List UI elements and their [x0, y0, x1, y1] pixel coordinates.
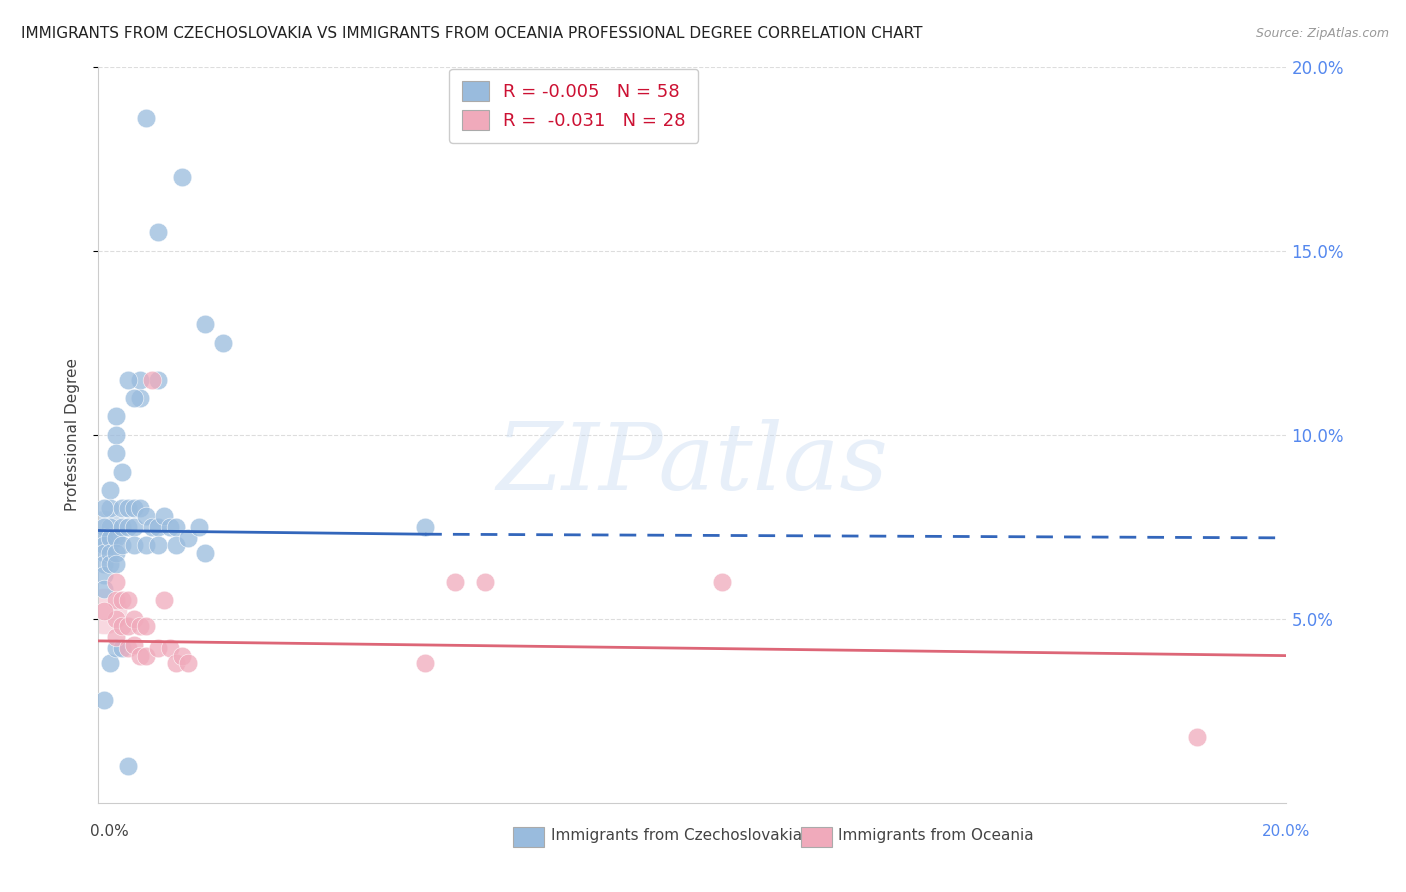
Point — [135, 538, 157, 552]
Point — [93, 501, 115, 516]
Point — [98, 483, 121, 497]
Point — [122, 638, 145, 652]
Point — [117, 501, 139, 516]
Point — [105, 446, 128, 460]
Point — [105, 409, 128, 424]
Point — [111, 593, 134, 607]
Text: 20.0%: 20.0% — [1263, 824, 1310, 838]
Point — [93, 538, 115, 552]
Text: Immigrants from Czechoslovakia: Immigrants from Czechoslovakia — [551, 829, 803, 843]
Point — [111, 501, 134, 516]
Point — [98, 545, 121, 560]
Point — [122, 501, 145, 516]
Point — [135, 508, 157, 523]
Point — [413, 520, 436, 534]
Point — [111, 538, 134, 552]
Point — [93, 605, 115, 619]
Point — [141, 373, 163, 387]
Point — [152, 508, 174, 523]
Point — [117, 593, 139, 607]
Point — [135, 619, 157, 633]
Point — [170, 648, 193, 663]
Point — [93, 692, 115, 706]
Point — [122, 391, 145, 405]
Point — [117, 759, 139, 773]
Point — [135, 112, 157, 126]
Text: 0.0%: 0.0% — [90, 824, 129, 838]
Point — [117, 641, 139, 656]
Point — [129, 391, 152, 405]
Point — [93, 520, 115, 534]
Point — [122, 538, 145, 552]
Point — [159, 641, 181, 656]
Point — [141, 520, 163, 534]
Point — [122, 520, 145, 534]
Point — [129, 373, 152, 387]
Point — [413, 656, 436, 670]
Point — [170, 170, 193, 185]
Point — [98, 531, 121, 545]
Point — [105, 593, 128, 607]
Point — [129, 501, 152, 516]
Point — [111, 465, 134, 479]
Point — [176, 656, 198, 670]
Point — [93, 531, 115, 545]
Text: IMMIGRANTS FROM CZECHOSLOVAKIA VS IMMIGRANTS FROM OCEANIA PROFESSIONAL DEGREE CO: IMMIGRANTS FROM CZECHOSLOVAKIA VS IMMIGR… — [21, 27, 922, 41]
Point — [135, 648, 157, 663]
Point — [93, 605, 115, 619]
Point — [105, 545, 128, 560]
Point — [146, 373, 169, 387]
Point — [159, 520, 181, 534]
Text: Source: ZipAtlas.com: Source: ZipAtlas.com — [1256, 28, 1389, 40]
Point — [98, 501, 121, 516]
Point — [212, 335, 235, 350]
Point — [98, 520, 121, 534]
Legend: R = -0.005   N = 58, R =  -0.031   N = 28: R = -0.005 N = 58, R = -0.031 N = 28 — [449, 69, 699, 143]
Text: Immigrants from Oceania: Immigrants from Oceania — [838, 829, 1033, 843]
Point — [105, 612, 128, 626]
Point — [98, 656, 121, 670]
Y-axis label: Professional Degree: Professional Degree — [65, 359, 80, 511]
Point — [129, 619, 152, 633]
Point — [176, 531, 198, 545]
Point — [474, 575, 496, 590]
Point — [146, 641, 169, 656]
Point — [194, 545, 217, 560]
Point — [93, 567, 115, 582]
Point — [1187, 730, 1209, 744]
Point — [711, 575, 734, 590]
Point — [117, 619, 139, 633]
Point — [165, 538, 187, 552]
Point — [165, 656, 187, 670]
Point — [443, 575, 465, 590]
Point — [93, 557, 115, 571]
Point — [146, 538, 169, 552]
Point — [111, 619, 134, 633]
Point — [146, 226, 169, 240]
Point — [122, 612, 145, 626]
Point — [93, 582, 115, 597]
Point — [105, 575, 128, 590]
Point — [152, 593, 174, 607]
Point — [194, 318, 217, 332]
Point — [165, 520, 187, 534]
Point — [105, 630, 128, 644]
Point — [111, 520, 134, 534]
Point — [105, 427, 128, 442]
Point — [98, 557, 121, 571]
Point — [105, 641, 128, 656]
Point — [129, 648, 152, 663]
Point — [93, 524, 115, 538]
Point — [117, 373, 139, 387]
Point — [105, 531, 128, 545]
Point — [93, 545, 115, 560]
Point — [146, 520, 169, 534]
Point — [105, 557, 128, 571]
Point — [111, 641, 134, 656]
Text: ZIPatlas: ZIPatlas — [496, 419, 889, 509]
Point — [117, 520, 139, 534]
Point — [188, 520, 211, 534]
